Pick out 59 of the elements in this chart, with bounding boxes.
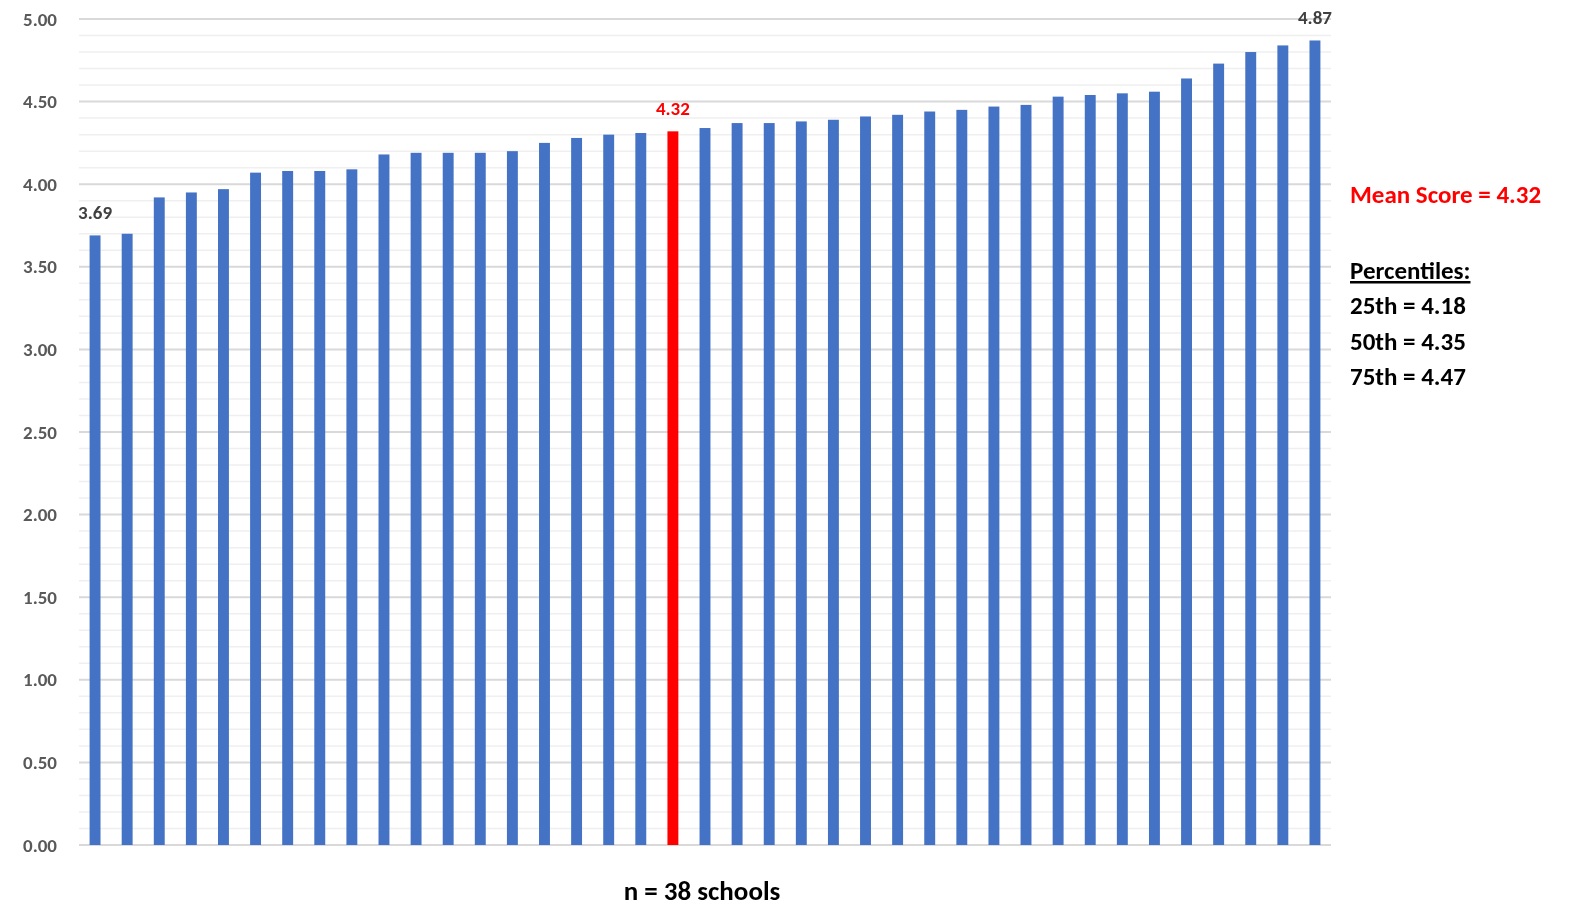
bar [1245,52,1257,845]
bar [699,128,711,845]
bar [218,189,229,845]
text: 75th = 4.47 [1350,361,1467,392]
bar [892,114,904,845]
bar [1148,91,1160,845]
bar [314,170,326,845]
bar [1213,63,1225,845]
bar [474,152,486,845]
bar [539,142,550,845]
bar [185,192,197,845]
bar [153,197,165,845]
bar [795,121,807,845]
y-tick-label: 1.00 [23,668,58,692]
bar [1277,45,1289,845]
bar [121,233,133,845]
bar [442,152,454,845]
text: 25th = 4.18 [1350,290,1466,321]
bar [603,134,615,845]
bar [506,151,518,845]
bar [667,131,679,845]
bar [378,154,390,845]
y-tick-label: 5.00 [23,7,58,31]
bar [731,123,743,845]
bar [1116,93,1128,845]
bar [988,106,1000,845]
text: 50th = 4.35 [1350,326,1466,357]
bar [763,123,775,845]
y-tick-label: 0.00 [23,833,58,857]
bar [635,132,647,845]
y-tick-label: 3.00 [23,337,58,361]
bar [282,170,294,845]
y-tick-label: 1.50 [23,585,58,609]
bar [1020,104,1032,845]
bar [827,119,839,845]
data-label: 3.69 [78,201,113,225]
y-tick-label: 2.50 [23,420,58,444]
data-label: 4.32 [655,97,690,121]
bar [89,235,101,845]
bar [410,152,422,845]
x-axis-title: n = 38 schools [623,874,781,907]
y-tick-label: 4.50 [23,90,58,114]
bar [1052,96,1064,845]
bar [924,111,936,845]
bar [1309,40,1321,845]
y-tick-label: 4.00 [23,172,58,196]
y-tick-label: 3.50 [23,255,58,279]
data-label: 4.87 [1297,6,1333,30]
text: Mean Score = 4.32 [1350,179,1542,210]
y-tick-label: 0.50 [23,750,58,774]
bar [1084,94,1096,845]
bar [346,169,358,845]
bar [956,109,968,845]
text: Percentiles: [1350,255,1471,286]
bar [250,172,262,845]
bar [571,137,583,845]
bar [860,116,871,845]
bar [1181,78,1192,845]
y-tick-label: 2.00 [23,503,58,527]
